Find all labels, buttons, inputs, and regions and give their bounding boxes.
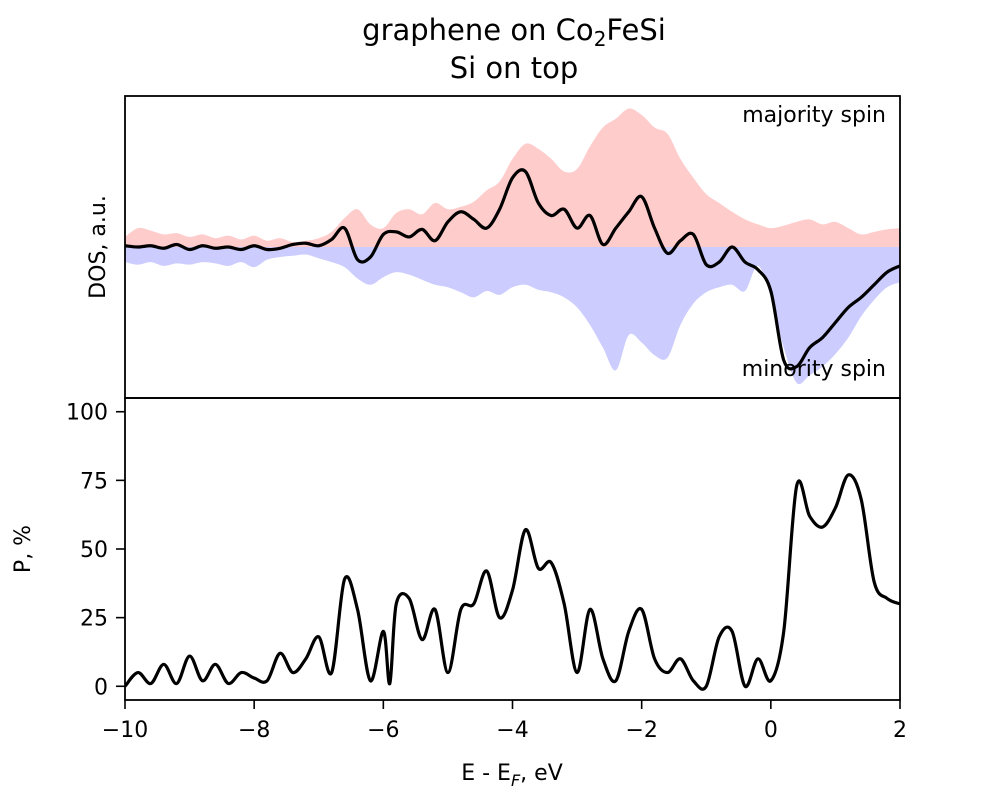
minority-spin-label: minority spin — [742, 357, 886, 382]
polarization-panel: −10 −8 −6 −4 −2 0 2 0 25 50 75 100 P, % E - EF, eV — [11, 397, 907, 790]
x-tick-label: −2 — [625, 718, 657, 743]
dos-y-axis-label: DOS, a.u. — [86, 195, 111, 299]
y-tick-label: 75 — [80, 469, 108, 494]
x-axis-ticks: −10 −8 −6 −4 −2 0 2 — [102, 700, 907, 743]
polarization-y-axis-label: P, % — [11, 525, 36, 573]
chart-title-line2: Si on top — [450, 51, 579, 85]
x-tick-label: 2 — [893, 718, 907, 743]
polarization-panel-frame — [124, 397, 901, 701]
polarization-line — [125, 473, 900, 691]
y-tick-label: 25 — [80, 607, 108, 632]
dos-plot-area — [125, 108, 900, 385]
y-tick-label: 50 — [80, 538, 108, 563]
x-tick-label: −10 — [102, 718, 148, 743]
x-tick-label: −8 — [238, 718, 270, 743]
x-tick-label: 0 — [764, 718, 778, 743]
dos-panel: majority spin minority spin DOS, a.u. — [86, 95, 901, 399]
x-tick-label: −6 — [367, 718, 399, 743]
x-tick-label: −4 — [496, 718, 528, 743]
y-tick-label: 100 — [66, 401, 108, 426]
energy-x-axis-label: E - EF, eV — [461, 761, 563, 790]
y-tick-label: 0 — [94, 675, 108, 700]
majority-spin-label: majority spin — [742, 103, 886, 128]
chart-title-line1: graphene on Co2FeSi — [362, 13, 666, 51]
total-dos-line — [125, 168, 900, 371]
minority-spin-area — [125, 247, 900, 385]
polarization-plot-area — [125, 473, 900, 691]
y-axis-ticks: 0 25 50 75 100 — [66, 401, 125, 700]
